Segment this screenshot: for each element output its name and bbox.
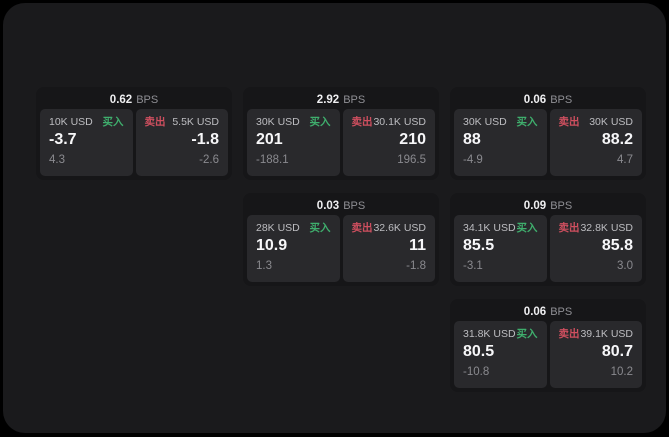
quote-card-1: 0.62 BPS 10K USD 买入 -3.7 4.3 卖出 5.5K USD [36, 87, 232, 180]
buy-label: 买入 [102, 116, 124, 128]
bps-unit-label: BPS [550, 306, 573, 318]
sell-amount: 30.1K USD [373, 116, 426, 128]
buy-label: 买入 [516, 328, 538, 340]
quote-tiles: 10K USD 买入 -3.7 4.3 卖出 5.5K USD -1.8 -2.… [40, 109, 228, 176]
spread-value: 0.62 [109, 94, 133, 106]
quote-card-2: 2.92 BPS 30K USD 买入 201 -188.1 卖出 30.1K … [243, 87, 439, 180]
spread-header: 0.62 BPS [40, 91, 228, 109]
sell-amount: 5.5K USD [172, 116, 219, 128]
buy-tile[interactable]: 10K USD 买入 -3.7 4.3 [40, 109, 133, 176]
buy-amount: 30K USD [256, 116, 300, 128]
spread-value: 2.92 [316, 94, 340, 106]
sell-tile[interactable]: 卖出 32.8K USD 85.8 3.0 [549, 215, 642, 282]
spread-header: 0.03 BPS [247, 197, 435, 215]
sell-price: 11 [409, 237, 426, 254]
sell-sub-value: 196.5 [397, 154, 426, 166]
buy-sub-value: -4.9 [463, 154, 483, 166]
spread-header: 0.09 BPS [454, 197, 642, 215]
bps-unit-label: BPS [343, 200, 366, 212]
sell-price: -1.8 [191, 131, 219, 148]
buy-tile[interactable]: 30K USD 买入 88 -4.9 [454, 109, 547, 176]
sell-amount: 32.8K USD [580, 222, 633, 234]
quote-card-5: 0.09 BPS 34.1K USD 买入 85.5 -3.1 卖出 32.8K… [450, 193, 646, 286]
sell-price: 210 [399, 131, 426, 148]
bps-unit-label: BPS [136, 94, 159, 106]
sell-label: 卖出 [144, 116, 166, 128]
buy-label: 买入 [516, 222, 538, 234]
buy-sub-value: 4.3 [49, 154, 65, 166]
sell-price: 85.8 [601, 237, 633, 254]
buy-label: 买入 [516, 116, 538, 128]
quote-card-3: 0.06 BPS 30K USD 买入 88 -4.9 卖出 30K USD [450, 87, 646, 180]
buy-label: 买入 [309, 222, 331, 234]
buy-amount: 10K USD [49, 116, 93, 128]
quote-tiles: 30K USD 买入 88 -4.9 卖出 30K USD 88.2 4.7 [454, 109, 642, 176]
app-panel: 0.62 BPS 10K USD 买入 -3.7 4.3 卖出 5.5K USD [3, 3, 666, 433]
quote-cards-grid: 0.62 BPS 10K USD 买入 -3.7 4.3 卖出 5.5K USD [36, 87, 646, 392]
sell-amount: 32.6K USD [373, 222, 426, 234]
buy-price: 80.5 [463, 343, 495, 360]
buy-sub-value: -10.8 [463, 366, 490, 378]
sell-price: 80.7 [601, 343, 633, 360]
buy-tile[interactable]: 31.8K USD 买入 80.5 -10.8 [454, 321, 547, 388]
buy-sub-value: -188.1 [256, 154, 289, 166]
spread-value: 0.09 [523, 200, 547, 212]
sell-amount: 30K USD [589, 116, 633, 128]
sell-label: 卖出 [558, 328, 580, 340]
sell-amount: 39.1K USD [580, 328, 633, 340]
buy-price: 10.9 [256, 237, 288, 254]
bps-unit-label: BPS [550, 94, 573, 106]
buy-sub-value: -3.1 [463, 260, 483, 272]
sell-sub-value: 10.2 [610, 366, 633, 378]
quote-tiles: 31.8K USD 买入 80.5 -10.8 卖出 39.1K USD 80.… [454, 321, 642, 388]
sell-price: 88.2 [601, 131, 633, 148]
sell-sub-value: -2.6 [199, 154, 219, 166]
buy-price: -3.7 [49, 131, 77, 148]
buy-amount: 31.8K USD [463, 328, 516, 340]
sell-tile[interactable]: 卖出 30K USD 88.2 4.7 [549, 109, 642, 176]
buy-price: 88 [463, 131, 481, 148]
buy-label: 买入 [309, 116, 331, 128]
quote-card-4: 0.03 BPS 28K USD 买入 10.9 1.3 卖出 32.6K US… [243, 193, 439, 286]
buy-price: 201 [256, 131, 283, 148]
sell-sub-value: 3.0 [617, 260, 633, 272]
buy-amount: 28K USD [256, 222, 300, 234]
quote-tiles: 28K USD 买入 10.9 1.3 卖出 32.6K USD 11 -1.8 [247, 215, 435, 282]
bps-unit-label: BPS [550, 200, 573, 212]
sell-sub-value: 4.7 [617, 154, 633, 166]
sell-tile[interactable]: 卖出 39.1K USD 80.7 10.2 [549, 321, 642, 388]
buy-sub-value: 1.3 [256, 260, 272, 272]
spread-header: 0.06 BPS [454, 303, 642, 321]
spread-header: 0.06 BPS [454, 91, 642, 109]
spread-header: 2.92 BPS [247, 91, 435, 109]
buy-tile[interactable]: 28K USD 买入 10.9 1.3 [247, 215, 340, 282]
buy-amount: 30K USD [463, 116, 507, 128]
sell-label: 卖出 [558, 222, 580, 234]
buy-price: 85.5 [463, 237, 495, 254]
buy-amount: 34.1K USD [463, 222, 516, 234]
sell-tile[interactable]: 卖出 5.5K USD -1.8 -2.6 [135, 109, 228, 176]
spread-value: 0.06 [523, 94, 547, 106]
sell-tile[interactable]: 卖出 32.6K USD 11 -1.8 [342, 215, 435, 282]
spread-value: 0.06 [523, 306, 547, 318]
bps-unit-label: BPS [343, 94, 366, 106]
quote-tiles: 34.1K USD 买入 85.5 -3.1 卖出 32.8K USD 85.8… [454, 215, 642, 282]
buy-tile[interactable]: 30K USD 买入 201 -188.1 [247, 109, 340, 176]
sell-tile[interactable]: 卖出 30.1K USD 210 196.5 [342, 109, 435, 176]
sell-label: 卖出 [558, 116, 580, 128]
spread-value: 0.03 [316, 200, 340, 212]
sell-label: 卖出 [351, 222, 373, 234]
buy-tile[interactable]: 34.1K USD 买入 85.5 -3.1 [454, 215, 547, 282]
sell-sub-value: -1.8 [406, 260, 426, 272]
quote-tiles: 30K USD 买入 201 -188.1 卖出 30.1K USD 210 1… [247, 109, 435, 176]
sell-label: 卖出 [351, 116, 373, 128]
quote-card-6: 0.06 BPS 31.8K USD 买入 80.5 -10.8 卖出 39.1… [450, 299, 646, 392]
